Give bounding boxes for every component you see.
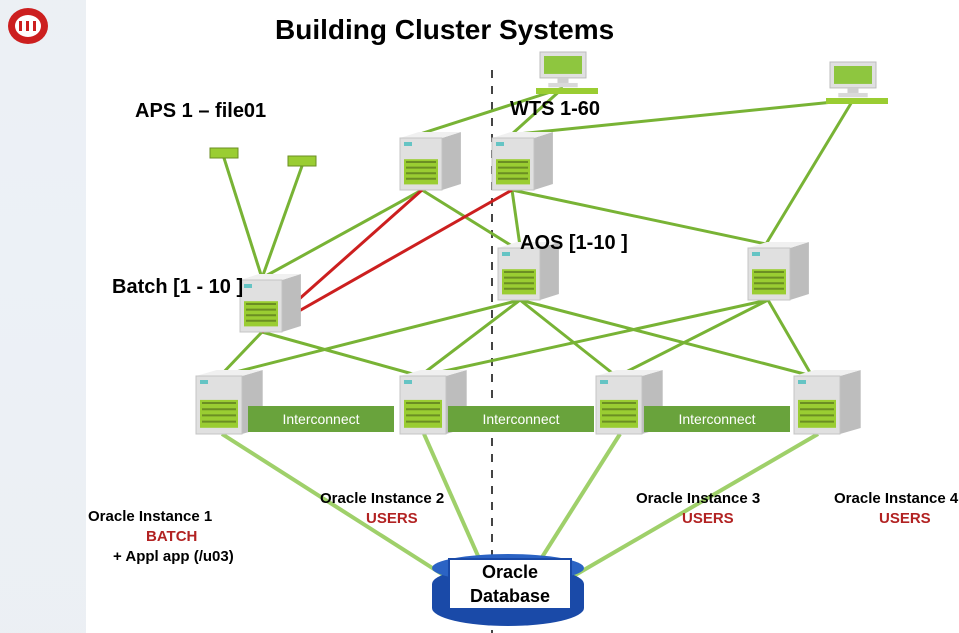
bg-strip xyxy=(0,0,86,633)
diagram-root: Building Cluster Systems APS 1 – file01 … xyxy=(0,0,959,633)
oracle-instance-2-role: USERS xyxy=(366,510,418,527)
oracle-instance-3-title: Oracle Instance 3 xyxy=(636,490,760,507)
database-label-line2: Database xyxy=(450,584,570,608)
database-label: Oracle Database xyxy=(448,558,572,610)
page-title: Building Cluster Systems xyxy=(275,14,614,46)
label-wts: WTS 1-60 xyxy=(510,98,600,121)
interconnect-bar: Interconnect xyxy=(248,406,394,432)
oracle-instance-1-title: Oracle Instance 1 xyxy=(88,508,212,525)
oracle-instance-1-role: BATCH xyxy=(146,528,197,545)
oracle-instance-4-title: Oracle Instance 4 xyxy=(834,490,958,507)
label-aos: AOS [1-10 ] xyxy=(520,232,628,255)
interconnect-bar: Interconnect xyxy=(644,406,790,432)
interconnect-bar: Interconnect xyxy=(448,406,594,432)
oracle-instance-2-title: Oracle Instance 2 xyxy=(320,490,444,507)
label-aps: APS 1 – file01 xyxy=(135,100,266,123)
oracle-instance-3-role: USERS xyxy=(682,510,734,527)
connections-layer xyxy=(0,0,959,633)
database-label-line1: Oracle xyxy=(450,560,570,584)
label-batch: Batch [1 - 10 ] xyxy=(112,276,243,299)
brand-logo xyxy=(6,6,50,46)
oracle-instance-1-note: + Appl app (/u03) xyxy=(113,548,234,565)
oracle-instance-4-role: USERS xyxy=(879,510,931,527)
